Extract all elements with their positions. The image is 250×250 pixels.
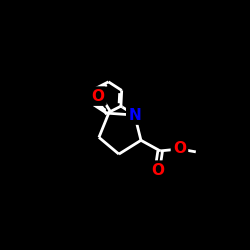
Text: O: O (92, 88, 104, 104)
Text: O: O (151, 163, 164, 178)
Text: O: O (173, 142, 186, 156)
Text: N: N (128, 108, 141, 122)
